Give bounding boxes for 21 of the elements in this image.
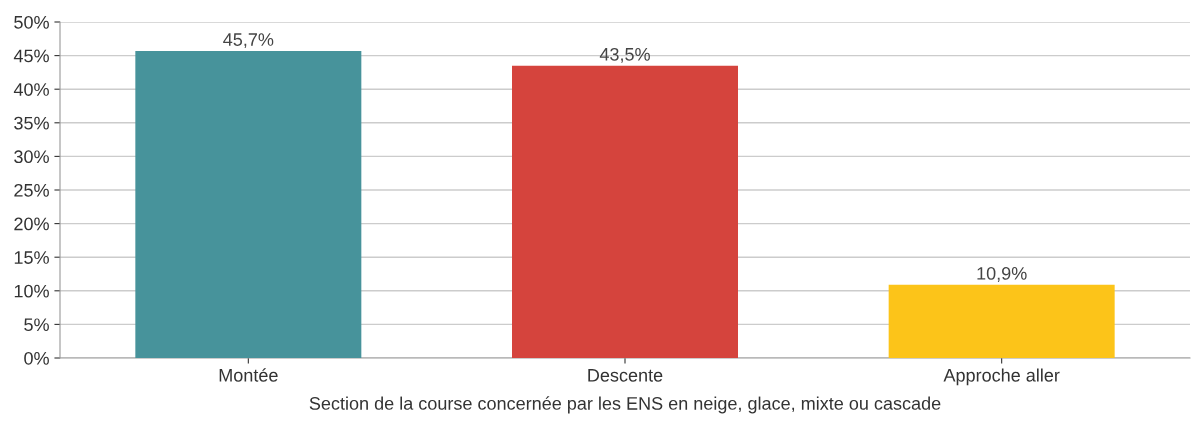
x-tick-label: Descente [588, 369, 663, 382]
y-tick-label: 15% [14, 251, 49, 264]
x-tick-label: Montée [219, 368, 278, 382]
y-tick-label: 30% [14, 150, 49, 164]
y-tick-label: 25% [14, 183, 49, 197]
bar [135, 50, 362, 358]
y-tick-label: 10% [14, 284, 49, 298]
bar [888, 284, 1115, 358]
y-tick-label: 35% [14, 116, 49, 130]
data-label: 10,9% [977, 267, 1027, 282]
y-tick-label: 45% [13, 49, 49, 63]
y-tick-label: 40% [13, 83, 49, 96]
y-tick-label: 50% [14, 15, 49, 29]
x-axis-title: Section de la course concernée par les ENS en neige, glace, mixte ou cascade [309, 396, 941, 414]
bar [512, 65, 738, 358]
data-label: 45,7% [223, 33, 274, 49]
y-tick-label: 20% [14, 217, 49, 231]
y-tick-label: 5% [24, 318, 49, 332]
y-tick-label: 0% [24, 351, 49, 365]
x-tick-label: Approche aller [943, 368, 1060, 386]
data-label: 43,5% [599, 47, 650, 63]
